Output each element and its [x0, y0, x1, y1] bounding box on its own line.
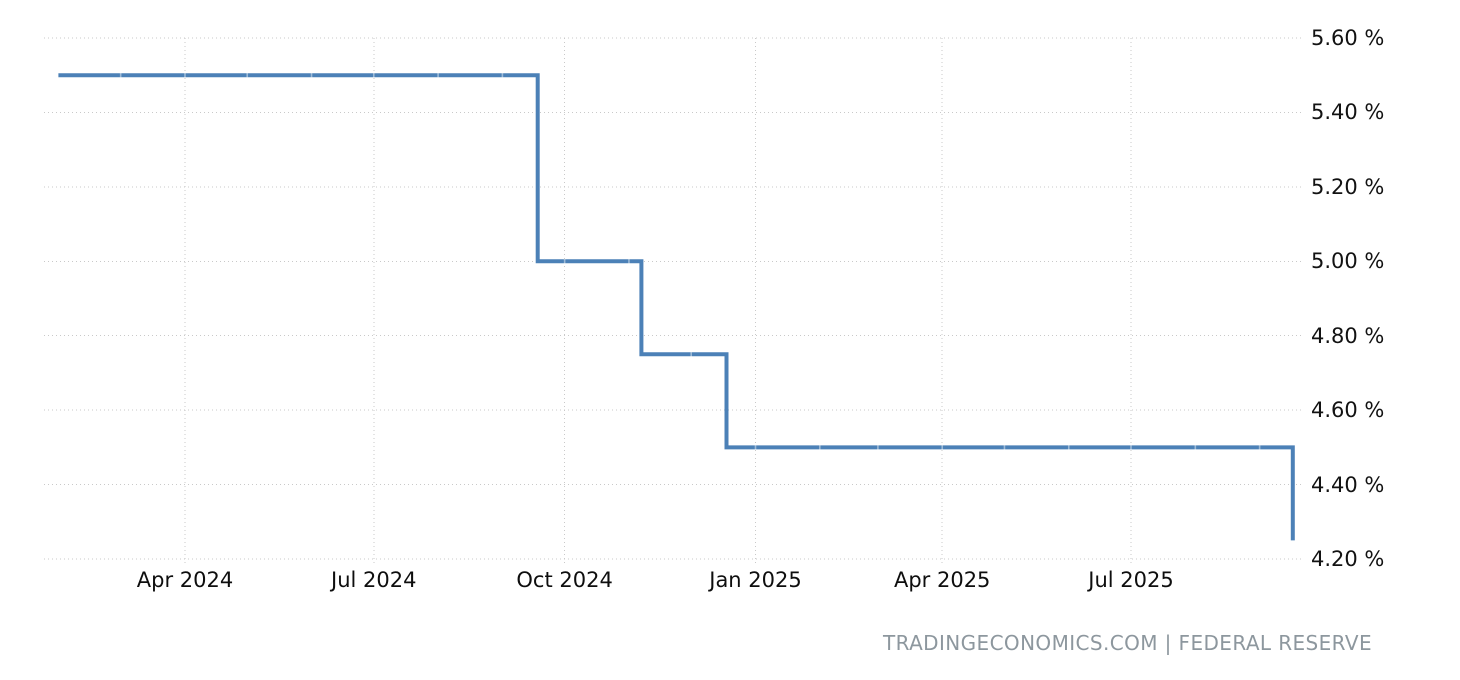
x-tick-label: Oct 2024	[516, 568, 613, 592]
y-tick-label: 5.60 %	[1311, 26, 1385, 50]
attribution-text: TRADINGECONOMICS.COM | FEDERAL RESERVE	[882, 631, 1372, 655]
fed-funds-step-line	[58, 73, 1295, 541]
y-tick-label: 5.20 %	[1311, 174, 1385, 199]
y-tick-label: 4.40 %	[1311, 472, 1385, 497]
y-tick-label: 4.80 %	[1311, 323, 1385, 348]
x-tick-label: Jul 2025	[1088, 568, 1174, 592]
x-tick-label: Apr 2025	[893, 568, 991, 592]
y-tick-label: 4.20 %	[1311, 546, 1385, 571]
x-tick-label: Jan 2025	[709, 568, 802, 592]
y-tick-label: 5.40 %	[1311, 100, 1385, 125]
attribution: TRADINGECONOMICS.COM | FEDERAL RESERVE	[883, 631, 1372, 655]
x-tick-label: Apr 2024	[136, 568, 234, 592]
y-tick-label: 5.00 %	[1311, 249, 1385, 274]
y-tick-label: 4.60 %	[1311, 398, 1385, 423]
x-tick-label: Jul 2024	[331, 568, 417, 592]
